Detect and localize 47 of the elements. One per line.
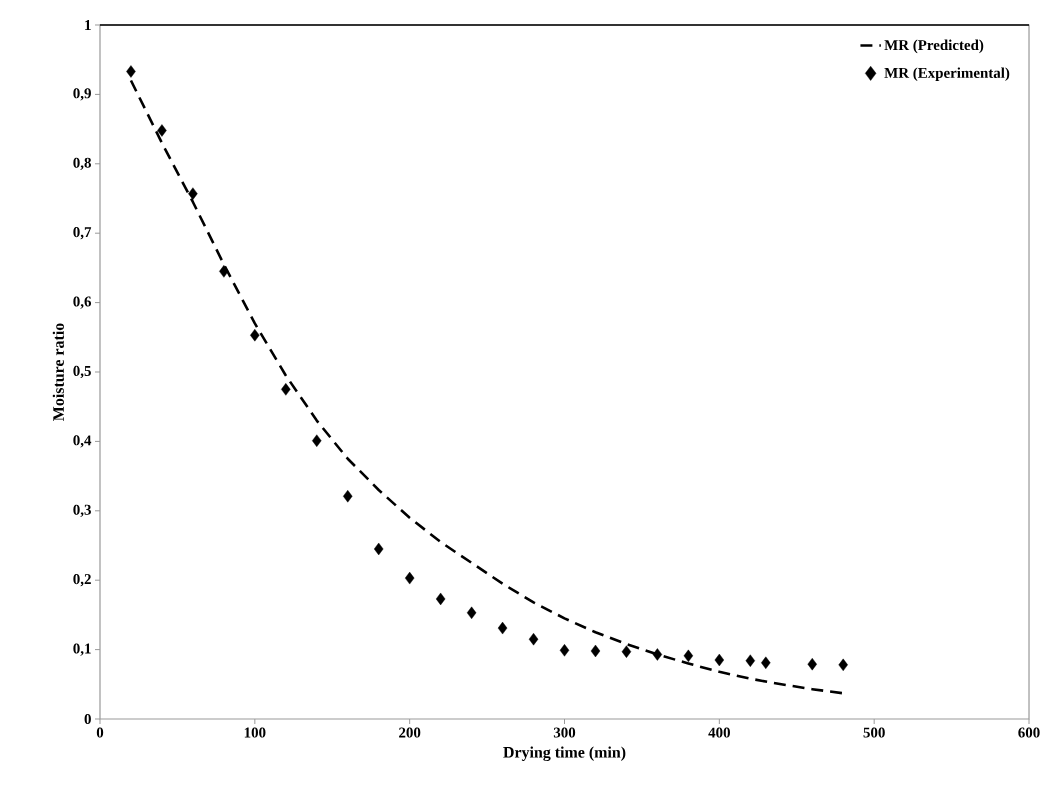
point	[281, 383, 291, 396]
point	[683, 649, 694, 663]
x-tick-label: 100	[244, 727, 266, 738]
y-tick-label: 0,1	[73, 643, 91, 656]
y-tick-label: 0,6	[73, 296, 92, 309]
point	[219, 265, 229, 278]
point	[807, 657, 817, 671]
point	[466, 606, 477, 620]
point	[761, 656, 771, 669]
legend-label: MR (Predicted)	[884, 39, 984, 54]
x-tick-label: 300	[553, 727, 576, 738]
point	[435, 592, 446, 606]
point	[745, 654, 756, 667]
x-axis-title: Drying time (min)	[503, 746, 626, 762]
y-tick-label: 0,3	[73, 504, 91, 517]
point	[343, 490, 353, 503]
point	[497, 621, 508, 635]
point	[374, 542, 384, 556]
point	[652, 648, 663, 661]
point	[714, 653, 725, 667]
y-tick-label: 0	[84, 713, 91, 725]
point	[157, 124, 167, 137]
point	[404, 571, 415, 585]
point	[528, 632, 539, 646]
y-tick-label: 0,8	[73, 157, 91, 170]
y-tick-label: 1	[85, 20, 91, 30]
point	[559, 644, 570, 657]
y-axis-title: Moisture ratio	[52, 323, 64, 421]
y-tick-label: 0,9	[73, 88, 91, 101]
point	[126, 65, 136, 78]
y-tick-label: 0,5	[73, 365, 91, 379]
point	[590, 644, 601, 658]
legend-label: MR (Experimental)	[884, 67, 1010, 81]
point	[312, 434, 322, 447]
point	[250, 329, 260, 342]
x-tick-label: 500	[863, 727, 885, 738]
y-tick-label: 0,2	[73, 574, 91, 587]
x-tick-label: 200	[399, 727, 421, 738]
x-tick-label: 600	[1018, 727, 1040, 738]
x-tick-label: 400	[708, 727, 730, 738]
y-tick-label: 0,4	[73, 435, 92, 448]
x-tick-label: 0	[96, 727, 104, 738]
point	[188, 187, 198, 200]
point	[621, 645, 632, 658]
line-series	[129, 79, 845, 695]
point	[838, 658, 848, 672]
y-tick-label: 0,7	[73, 227, 92, 240]
